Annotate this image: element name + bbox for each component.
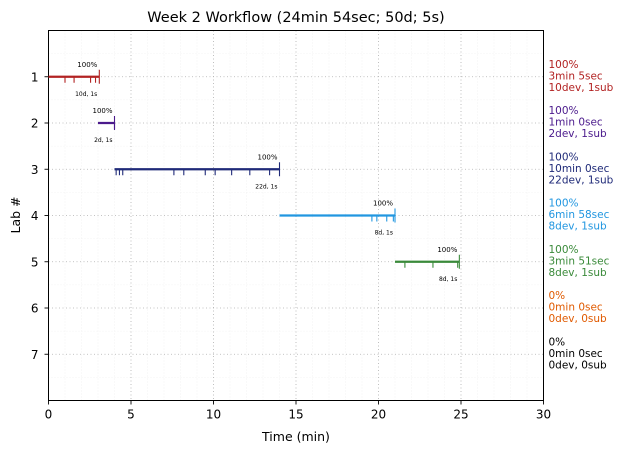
lab-3-summary-line: 10min 0sec: [549, 163, 610, 175]
lab-4-percent-label: 100%: [373, 200, 393, 208]
y-axis-label: Lab #: [8, 196, 23, 233]
chart-title: Week 2 Workflow (24min 54sec; 50d; 5s): [147, 10, 444, 26]
lab-3-summary-line: 22dev, 1sub: [549, 174, 614, 186]
y-tick-label: 5: [31, 255, 39, 269]
lab-3-summary-line: 100%: [549, 151, 579, 163]
x-axis-label: Time (min): [261, 429, 330, 444]
lab-6-summary-line: 0%: [549, 290, 566, 302]
lab-4-count-label: 8d, 1s: [375, 230, 393, 237]
lab-5-summary-line: 100%: [549, 244, 579, 256]
lab-7-summary-line: 0min 0sec: [549, 348, 603, 360]
lab-2-summary-line: 1min 0sec: [549, 117, 603, 129]
lab-6-summary-line: 0min 0sec: [549, 302, 603, 314]
x-tick-label: 15: [288, 408, 303, 422]
lab-4-summary-line: 6min 58sec: [549, 209, 610, 221]
lab-3-percent-label: 100%: [257, 153, 277, 161]
y-tick-label: 3: [31, 163, 39, 177]
y-tick-label: 2: [31, 117, 39, 131]
lab-2-percent-label: 100%: [92, 107, 112, 115]
lab-5-count-label: 8d, 1s: [439, 276, 457, 283]
lab-2-count-label: 2d, 1s: [94, 137, 112, 144]
lab-1-summary-line: 100%: [549, 59, 579, 71]
lab-2-summary-line: 2dev, 1sub: [549, 128, 608, 140]
y-tick-label: 6: [31, 302, 39, 316]
lab-7-summary-line: 0dev, 0sub: [549, 359, 608, 371]
x-tick-label: 0: [45, 408, 53, 422]
lab-4-summary-line: 100%: [549, 198, 579, 210]
lab-1-summary-line: 3min 5sec: [549, 70, 603, 82]
lab-4-summary-line: 8dev, 1sub: [549, 221, 608, 233]
lab-1-summary-line: 10dev, 1sub: [549, 82, 614, 94]
lab-2-summary-line: 100%: [549, 105, 579, 117]
x-tick-label: 30: [536, 408, 551, 422]
lab-3-count-label: 22d, 1s: [255, 183, 277, 190]
y-tick-label: 4: [31, 209, 39, 223]
lab-1-count-label: 10d, 1s: [75, 91, 97, 98]
y-tick-label: 1: [31, 70, 39, 84]
lab-6-summary-line: 0dev, 0sub: [549, 313, 608, 325]
x-tick-label: 25: [453, 408, 468, 422]
axes: 0 5 10 15 20 25 30 1 2 3 4 5 6 7: [31, 30, 551, 422]
x-tick-label: 20: [371, 408, 386, 422]
lab-5-summary-line: 8dev, 1sub: [549, 267, 608, 279]
lab-5-percent-label: 100%: [437, 246, 457, 254]
lab-7-summary-line: 0%: [549, 336, 566, 348]
x-tick-label: 10: [206, 408, 221, 422]
x-tick-label: 5: [127, 408, 135, 422]
timeline-marks: 100% 10d, 1s 100% 2d, 1s 100% 22d, 1s 100% 8d, …: [48, 61, 460, 283]
lab-5-summary-line: 3min 51sec: [549, 255, 610, 267]
y-tick-label: 7: [31, 348, 39, 362]
lab-1-percent-label: 100%: [77, 61, 97, 69]
